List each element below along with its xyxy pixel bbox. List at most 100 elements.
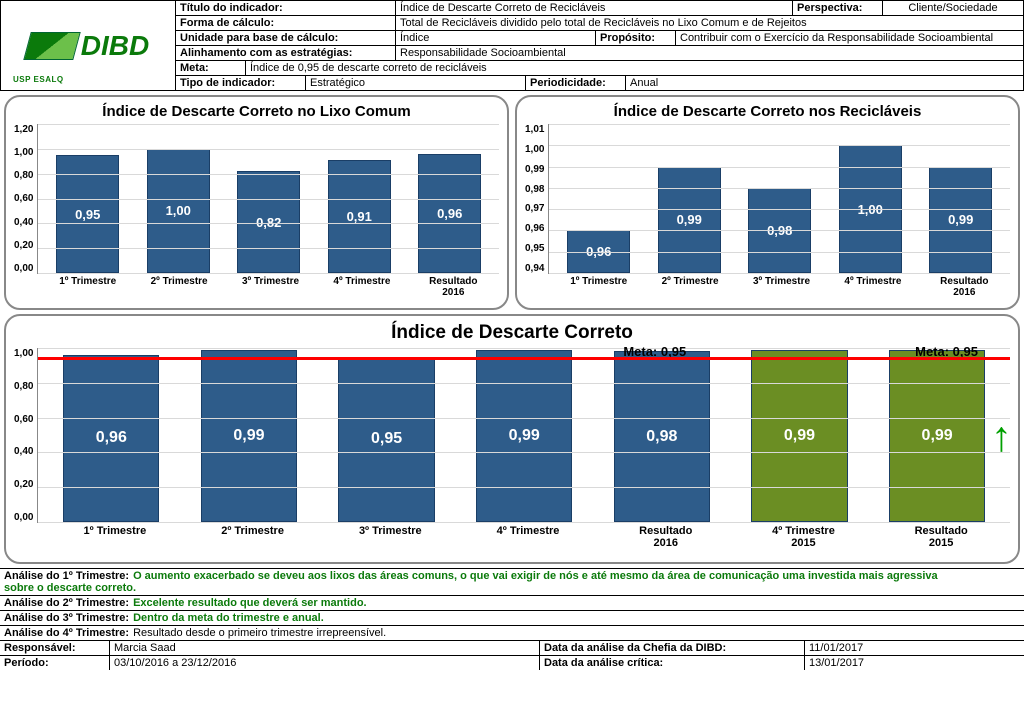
ytick-label: 0,99	[525, 164, 544, 175]
bar: 0,99	[889, 350, 985, 522]
hdr-unidade-value: Índice	[396, 31, 596, 45]
an4-label: Análise do 4º Trimestre:	[4, 627, 129, 639]
ytick-label: 1,00	[14, 147, 33, 158]
xtick-label: 2º Trimestre	[644, 276, 735, 298]
xtick-label: 1º Trimestre	[42, 276, 133, 298]
hdr-meta-value: Índice de 0,95 de descarte correto de re…	[246, 61, 1023, 75]
chart3-plot: 0,96 0,99 0,95 0,99 0,98 0,99 0,99	[37, 348, 1010, 523]
bar: 0,96	[63, 355, 159, 522]
hdr-forma-label: Forma de cálculo:	[176, 16, 396, 30]
analysis-section: Análise do 1º Trimestre: O aumento exace…	[0, 568, 1024, 670]
xtick-label: 2º Trimestre	[133, 276, 224, 298]
xtick-label: 4º Trimestre2015	[735, 525, 873, 549]
an3-label: Análise do 3º Trimestre:	[4, 612, 129, 624]
an4-text: Resultado desde o primeiro trimestre irr…	[133, 627, 386, 639]
data-critica-label: Data da análise crítica:	[540, 656, 805, 670]
hdr-alin-value: Responsabilidade Socioambiental	[396, 46, 1023, 60]
chart3-title: Índice de Descarte Correto	[14, 322, 1010, 344]
hdr-unidade-label: Unidade para base de cálculo:	[176, 31, 396, 45]
chart3-xaxis: 1º Trimestre2º Trimestre3º Trimestre4º T…	[14, 525, 1010, 549]
xtick-label: 2º Trimestre	[184, 525, 322, 549]
xtick-label: 3º Trimestre	[321, 525, 459, 549]
ytick-label: 1,00	[525, 144, 544, 155]
logo-cell: DIBD USP ESALQ	[1, 1, 176, 90]
arrow-up-icon: ↑	[991, 425, 1012, 446]
ytick-label: 0,80	[14, 381, 33, 392]
hdr-forma-value: Total de Recicláveis dividido pelo total…	[396, 16, 1023, 30]
chart2-yaxis: 1,01 1,00 0,99 0,98 0,97 0,96 0,95 0,94	[525, 124, 548, 274]
an1-text2: sobre o descarte correto.	[4, 582, 1020, 594]
hdr-titulo-value: Índice de Descarte Correto de Reciclávei…	[396, 1, 793, 15]
hdr-tipo-label: Tipo de indicador:	[176, 76, 306, 90]
ytick-label: 0,00	[14, 512, 33, 523]
ytick-label: 0,98	[525, 184, 544, 195]
ytick-label: 0,40	[14, 446, 33, 457]
an1-text: O aumento exacerbado se deveu aos lixos …	[133, 570, 938, 582]
an2-label: Análise do 2º Trimestre:	[4, 597, 129, 609]
chart1-plot: 0,951,000,820,910,96	[37, 124, 499, 274]
ytick-label: 0,40	[14, 217, 33, 228]
hdr-tipo-value: Estratégico	[306, 76, 526, 90]
ytick-label: 0,95	[525, 243, 544, 254]
header-table: DIBD USP ESALQ Título do indicador: Índi…	[0, 0, 1024, 91]
resp-value: Marcia Saad	[110, 641, 540, 655]
bar: 0,95	[338, 357, 434, 522]
periodo-label: Período:	[0, 656, 110, 670]
bar: 0,96	[418, 154, 481, 273]
chart1-xaxis: 1º Trimestre2º Trimestre3º Trimestre4º T…	[14, 276, 499, 298]
bar: 0,91	[328, 160, 391, 273]
chart3-panel: Índice de Descarte Correto 1,00 0,80 0,60 0…	[4, 314, 1020, 564]
an2-text: Excelente resultado que deverá ser manti…	[133, 597, 367, 609]
bar: 0,82	[237, 171, 300, 273]
xtick-label: 3º Trimestre	[225, 276, 316, 298]
xtick-label: Resultado2016	[408, 276, 499, 298]
xtick-label: 4º Trimestre	[316, 276, 407, 298]
chart1-title: Índice de Descarte Correto no Lixo Comum	[14, 103, 499, 120]
ytick-label: 0,97	[525, 203, 544, 214]
data-chefia-value: 11/01/2017	[805, 641, 1024, 655]
ytick-label: 0,60	[14, 414, 33, 425]
hdr-period-value: Anual	[626, 76, 1023, 90]
hdr-perspectiva-label: Perspectiva:	[793, 1, 883, 15]
data-chefia-label: Data da análise da Chefia da DIBD:	[540, 641, 805, 655]
bar: 0,98	[614, 351, 710, 522]
hdr-perspectiva-value: Cliente/Sociedade	[883, 1, 1023, 15]
hdr-alin-label: Alinhamento com as estratégias:	[176, 46, 396, 60]
chart2-title: Índice de Descarte Correto nos Recicláve…	[525, 103, 1010, 120]
ytick-label: 0,20	[14, 240, 33, 251]
chart3-yaxis: 1,00 0,80 0,60 0,40 0,20 0,00	[14, 348, 37, 523]
xtick-label: 3º Trimestre	[736, 276, 827, 298]
ytick-label: 1,00	[14, 348, 33, 359]
bar: 0,99	[751, 350, 847, 522]
meta-line	[38, 357, 1010, 360]
ytick-label: 0,94	[525, 263, 544, 274]
ytick-label: 0,96	[525, 223, 544, 234]
hdr-proposito-label: Propósito:	[596, 31, 676, 45]
xtick-label: Resultado2016	[919, 276, 1010, 298]
logo-subtitle: USP ESALQ	[13, 75, 64, 84]
chart2-plot: 0,960,990,981,000,99	[548, 124, 1010, 274]
an3-text: Dentro da meta do trimestre e anual.	[133, 612, 324, 624]
ytick-label: 1,01	[525, 124, 544, 135]
hdr-proposito-value: Contribuir com o Exercício da Responsabi…	[676, 31, 1023, 45]
chart2-panel: Índice de Descarte Correto nos Recicláve…	[515, 95, 1020, 310]
xtick-label: 4º Trimestre	[459, 525, 597, 549]
xtick-label: 1º Trimestre	[46, 525, 184, 549]
hdr-meta-label: Meta:	[176, 61, 246, 75]
periodo-value: 03/10/2016 a 23/12/2016	[110, 656, 540, 670]
chart1-yaxis: 1,201,000,800,600,400,200,00	[14, 124, 37, 274]
an1-label: Análise do 1º Trimestre:	[4, 570, 129, 582]
resp-label: Responsável:	[0, 641, 110, 655]
xtick-label: Resultado2016	[597, 525, 735, 549]
xtick-label: 4º Trimestre	[827, 276, 918, 298]
ytick-label: 0,20	[14, 479, 33, 490]
bar: 0,99	[201, 350, 297, 522]
ytick-label: 1,20	[14, 124, 33, 135]
bar: 0,99	[476, 350, 572, 522]
xtick-label: Resultado2015	[872, 525, 1010, 549]
bar: 0,99	[658, 167, 721, 273]
ytick-label: 0,00	[14, 263, 33, 274]
hdr-period-label: Periodicidade:	[526, 76, 626, 90]
logo-text: DIBD	[81, 30, 149, 62]
bar: 0,99	[929, 167, 992, 273]
